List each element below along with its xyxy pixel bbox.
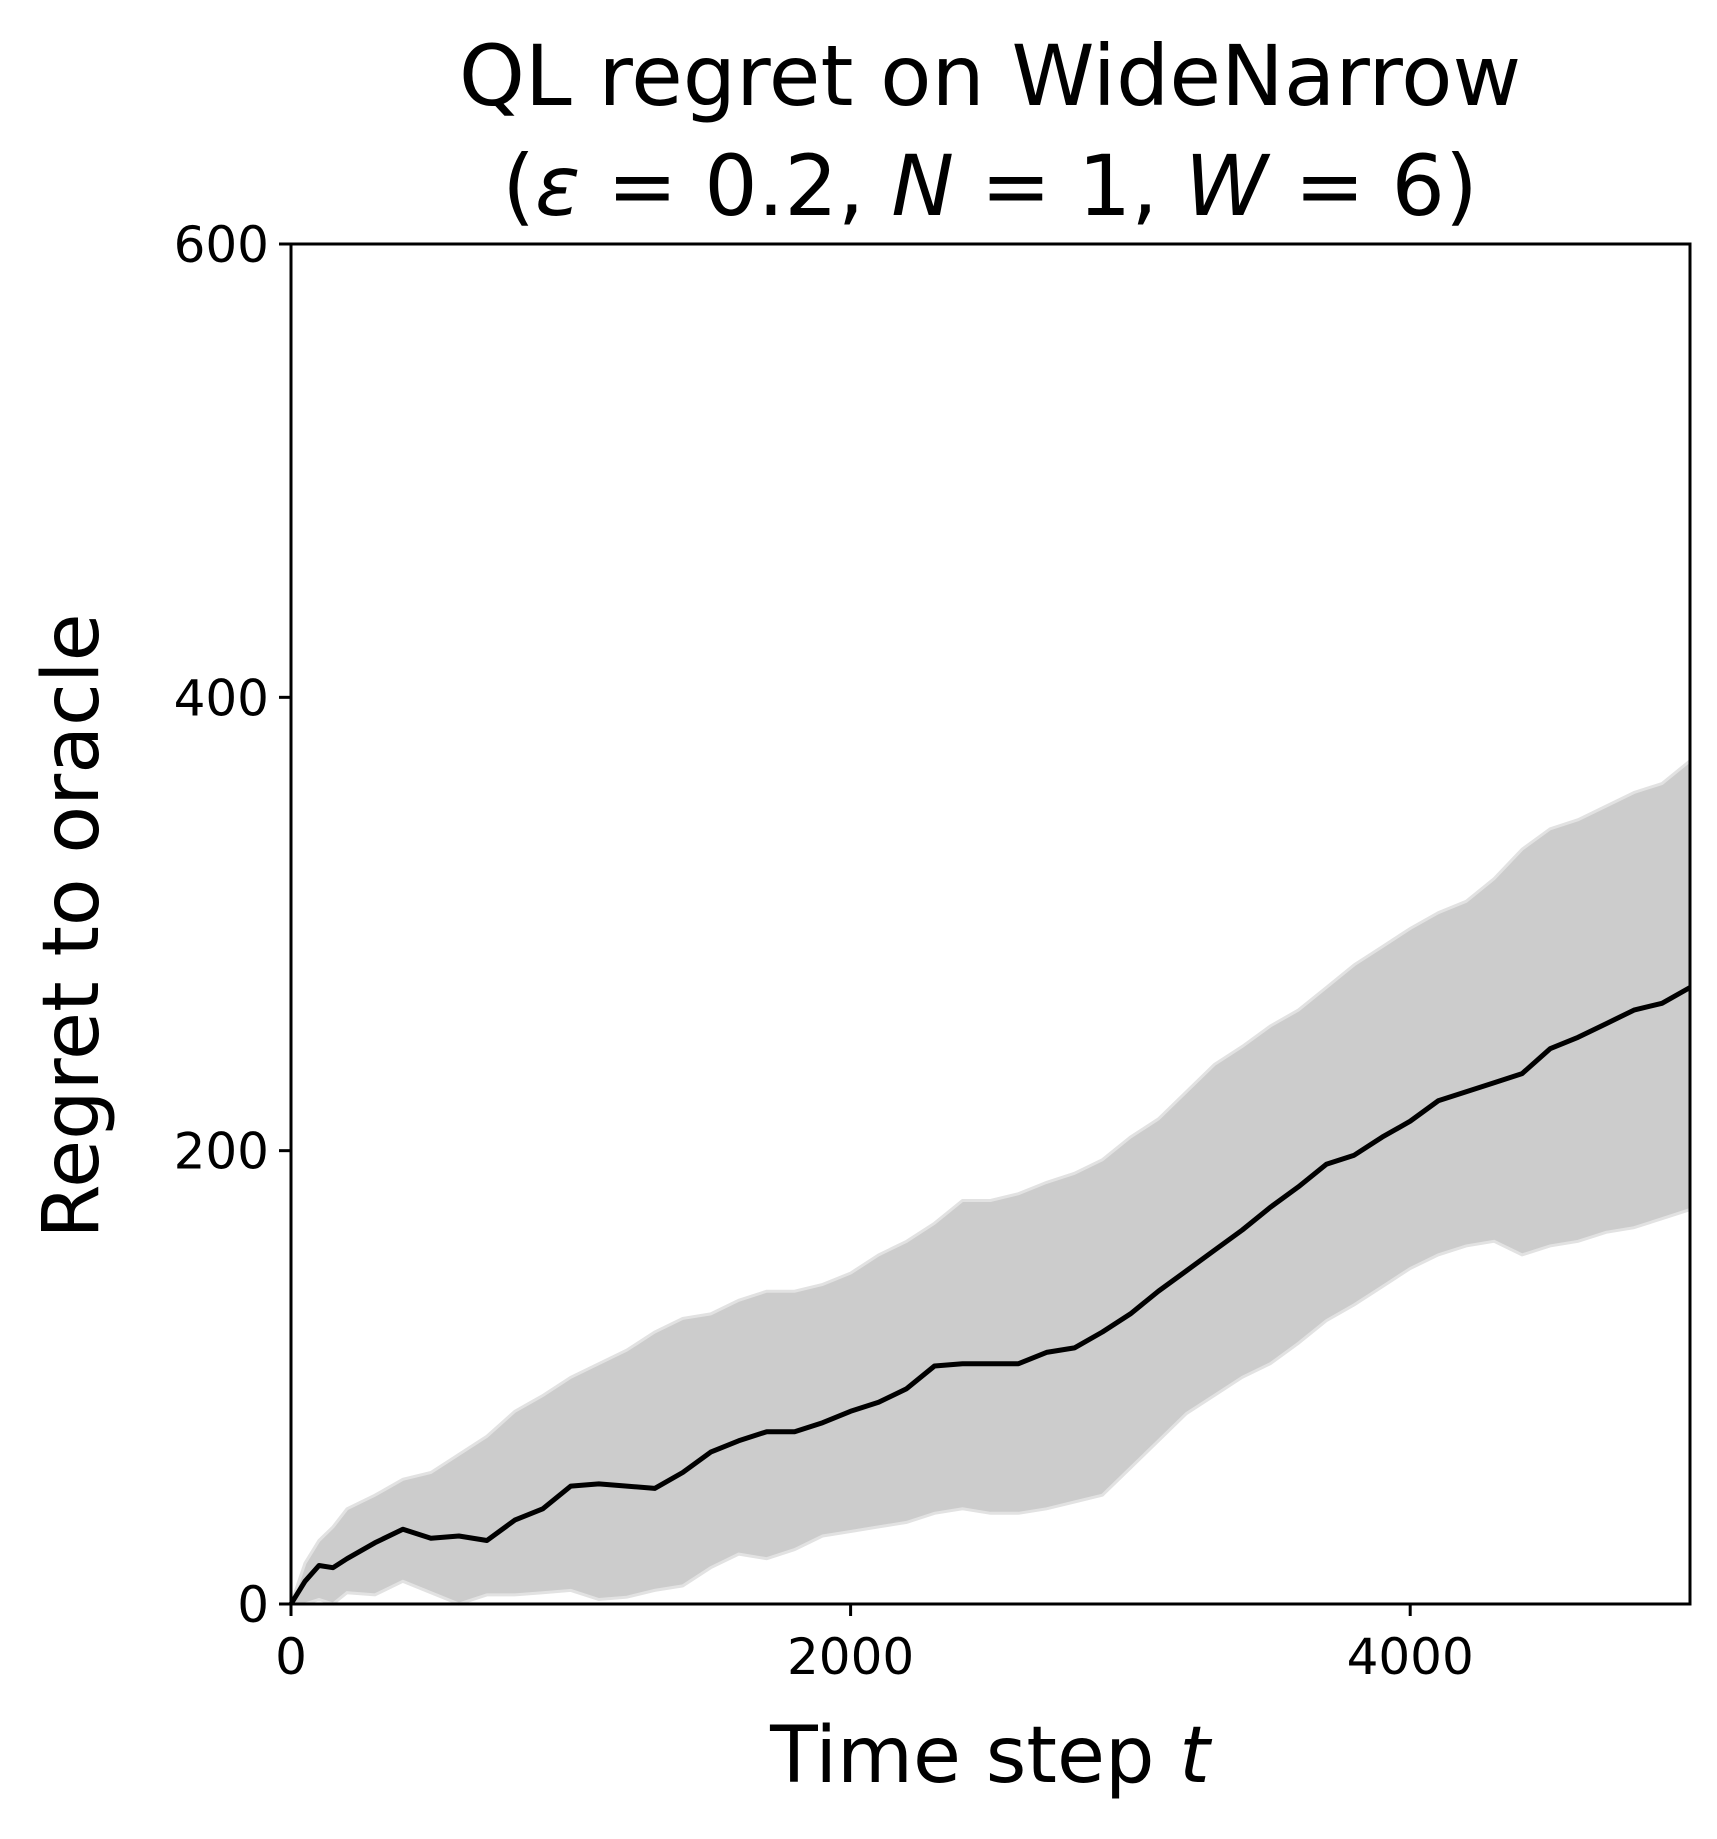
plot-area [288,757,1692,1606]
y-tick-label: 400 [174,669,269,727]
confidence-band [288,757,1692,1606]
tick-layer: 0 2000 4000 0 200 400 600 [174,216,1474,1686]
chart-title-line-2: (ε = 0.2, N = 1, W = 6) [502,137,1478,235]
chart-title-line-1: QL regret on WideNarrow [459,27,1521,125]
y-axis-label: Regret to oracle [27,613,117,1238]
y-tick-label: 200 [174,1123,269,1181]
x-tick-label: 0 [275,1628,307,1686]
y-tick-label: 0 [237,1576,269,1634]
plot-frame [289,242,1692,1606]
x-tick-label: 2000 [787,1628,914,1686]
x-tick-label: 4000 [1347,1628,1474,1686]
x-axis-label: Time step t [769,1711,1212,1801]
y-tick-label: 600 [174,216,269,274]
mean-regret-line [288,985,1692,1606]
